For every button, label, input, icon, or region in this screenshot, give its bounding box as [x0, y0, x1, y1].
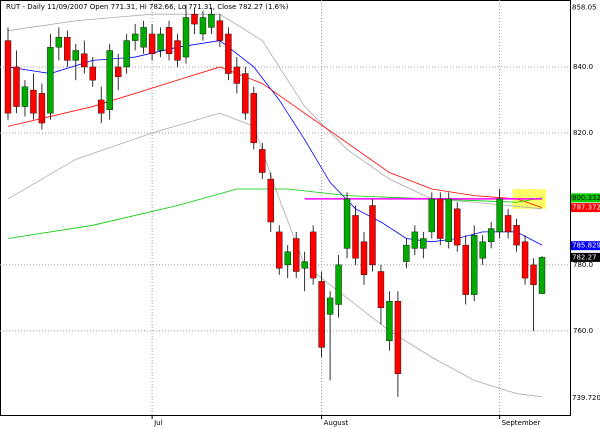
candle-body — [21, 86, 29, 107]
candle-body — [394, 300, 402, 374]
candle-body — [174, 40, 181, 61]
candle-body — [64, 37, 71, 61]
candle-body — [470, 235, 478, 295]
price-label-box — [571, 203, 600, 213]
overlay-line — [7, 66, 543, 208]
candle-body — [106, 50, 113, 111]
candle-body — [259, 149, 266, 173]
price-label: 858.05 — [572, 3, 597, 11]
price-label: 739.720 — [572, 394, 600, 402]
candle-body — [157, 33, 164, 51]
candle-body — [55, 37, 63, 48]
candle-body — [420, 238, 427, 249]
candle-body — [30, 89, 37, 114]
candle-body — [538, 257, 546, 294]
candle-body — [428, 198, 436, 233]
y-tick-label: 780.0 — [573, 261, 593, 269]
price-label: 782.27 — [572, 253, 597, 261]
candle-body — [301, 261, 308, 269]
candle-body — [352, 215, 359, 259]
candle-body — [114, 66, 122, 78]
candle-body — [250, 93, 258, 144]
candle-body — [530, 264, 537, 285]
price-label: 797.372 — [572, 204, 600, 212]
chart-title: RUT - Daily 11/09/2007 Open 771.31, Hi 7… — [6, 3, 289, 11]
candle-body — [123, 40, 130, 68]
candle-body — [504, 215, 512, 233]
y-tick-label: 760.0 — [573, 327, 593, 335]
candle-body — [140, 27, 147, 48]
candle-body — [182, 17, 190, 58]
x-tick-label: Jul — [153, 419, 163, 427]
candle-body — [165, 27, 173, 54]
candle-body — [199, 17, 207, 35]
candle-body — [276, 231, 283, 269]
y-tick-label: 840.0 — [573, 63, 593, 71]
overlay-line — [7, 188, 543, 239]
candle-body — [487, 228, 495, 243]
candle-body — [445, 198, 452, 243]
x-tick-label: August — [324, 419, 349, 427]
candle-body — [4, 40, 12, 114]
candle-body — [479, 241, 486, 259]
candle-body — [89, 66, 96, 81]
candle-body — [292, 238, 300, 272]
price-label-box — [571, 393, 600, 403]
price-label-box — [571, 252, 600, 262]
candle-body — [13, 66, 20, 107]
candle-body — [513, 225, 520, 246]
candle-body — [496, 198, 503, 233]
candle-body — [38, 93, 46, 124]
candle-body — [411, 231, 419, 249]
price-label-box — [571, 241, 600, 251]
price-label: 800.332 — [572, 194, 600, 202]
candle-body — [216, 20, 224, 41]
candle-body — [191, 13, 198, 25]
candle-body — [335, 264, 342, 305]
candle-body — [454, 208, 461, 246]
candle-body — [47, 46, 54, 114]
candle-body — [343, 198, 351, 249]
candle-body — [369, 205, 376, 266]
price-label-box — [571, 193, 600, 203]
candle-body — [462, 244, 469, 295]
candle-body — [403, 244, 410, 262]
price-label-box — [571, 2, 600, 12]
candle-body — [360, 241, 368, 275]
candle-body — [242, 73, 249, 114]
candle-body — [72, 50, 80, 61]
candle-body — [309, 231, 317, 279]
candle-body — [377, 271, 385, 308]
candle-body — [284, 251, 291, 266]
candle-body — [521, 241, 529, 279]
candle-body — [437, 198, 444, 239]
candle-body — [225, 33, 232, 74]
candle-body — [98, 99, 105, 114]
candle-body — [208, 13, 215, 28]
candle-body — [267, 178, 274, 223]
candle-body — [131, 33, 139, 41]
y-tick-label: 820.0 — [573, 129, 593, 137]
candle-body — [386, 300, 393, 341]
candle-body — [233, 66, 241, 84]
price-label: 785.829 — [572, 242, 600, 250]
candle-body — [81, 53, 88, 68]
plot-frame — [0, 0, 571, 416]
candle-body — [318, 281, 325, 348]
x-tick-label: September — [502, 419, 541, 427]
candle-body — [326, 297, 334, 315]
candle-body — [148, 33, 156, 54]
